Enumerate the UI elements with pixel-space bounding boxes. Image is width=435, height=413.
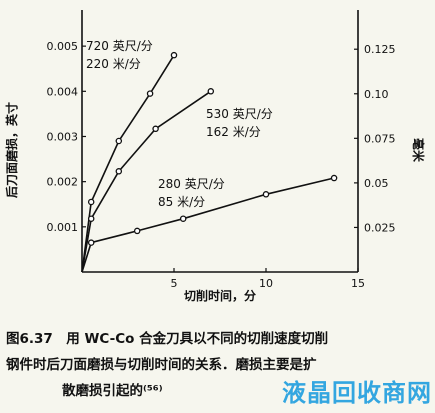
data-point <box>262 191 270 198</box>
data-point <box>87 239 95 246</box>
series-label-2-line-2: 162 米/分 <box>206 125 261 139</box>
caption-line-1: 图6.37 用 WC-Co 合金刀具以不同的切削速度切削 <box>6 331 329 347</box>
caption-line-2: 钢件时后刀面磨损与切削时间的关系．磨损主要是扩 <box>6 357 317 373</box>
data-point <box>115 137 123 145</box>
x-tick-label: 15 <box>351 277 365 290</box>
x-tick-label: 5 <box>171 277 178 290</box>
data-point <box>146 90 154 97</box>
y-tick-label-left: 0.001 <box>47 221 79 234</box>
figure-caption: 图6.37 用 WC-Co 合金刀具以不同的切削速度切削 钢件时后刀面磨损与切削… <box>6 326 432 404</box>
y-tick-label-right: 0.05 <box>364 177 389 190</box>
wear-chart: 5 10 15 0.001 0.002 0.003 0.004 0.005 0.025 0.05 0… <box>4 10 426 303</box>
x-axis-title: 切削时间，分 <box>184 288 256 303</box>
series-labels: 720 英尺/分 220 米/分 530 英尺/分 162 米/分 280 英尺/分 85… <box>86 39 273 209</box>
axes <box>81 10 359 273</box>
y-tick-label-left: 0.002 <box>47 176 79 189</box>
data-point <box>152 125 159 133</box>
caption-line-3: 散磨损引起的⁽⁵⁶⁾ <box>62 383 163 399</box>
y-tick-label-left: 0.005 <box>47 40 79 53</box>
series-line-3 <box>81 177 335 273</box>
series-line-1 <box>81 54 175 273</box>
y-tick-label-right: 0.125 <box>364 43 396 56</box>
y-axis-right-title: 毫米 <box>411 138 426 163</box>
data-point <box>133 227 141 235</box>
y-axis-left-title: 后刀面磨损，英寸 <box>4 102 19 198</box>
series-label-3-line-2: 85 米/分 <box>158 195 205 209</box>
series-label-1-line-1: 720 英尺/分 <box>86 39 153 53</box>
ticks: 5 10 15 0.001 0.002 0.003 0.004 0.005 0.025 0.05 0… <box>47 40 396 290</box>
data-point <box>170 51 178 59</box>
data-point <box>330 174 338 182</box>
data-point <box>115 168 123 175</box>
series-lines <box>81 51 338 273</box>
y-tick-label-right: 0.10 <box>364 88 389 101</box>
data-point <box>87 198 95 206</box>
data-point <box>207 88 215 95</box>
series-label-1-line-2: 220 米/分 <box>86 57 141 71</box>
watermark: 液晶回收商网 <box>282 379 432 407</box>
data-point <box>87 215 95 222</box>
series-label-3-line-1: 280 英尺/分 <box>158 177 225 191</box>
data-point <box>179 215 187 222</box>
y-tick-label-left: 0.003 <box>47 130 79 143</box>
series-label-2-line-1: 530 英尺/分 <box>206 107 273 121</box>
x-tick-label: 10 <box>259 277 273 290</box>
y-tick-label-right: 0.025 <box>364 221 396 234</box>
y-tick-label-right: 0.075 <box>364 132 396 145</box>
y-tick-label-left: 0.004 <box>47 85 79 98</box>
